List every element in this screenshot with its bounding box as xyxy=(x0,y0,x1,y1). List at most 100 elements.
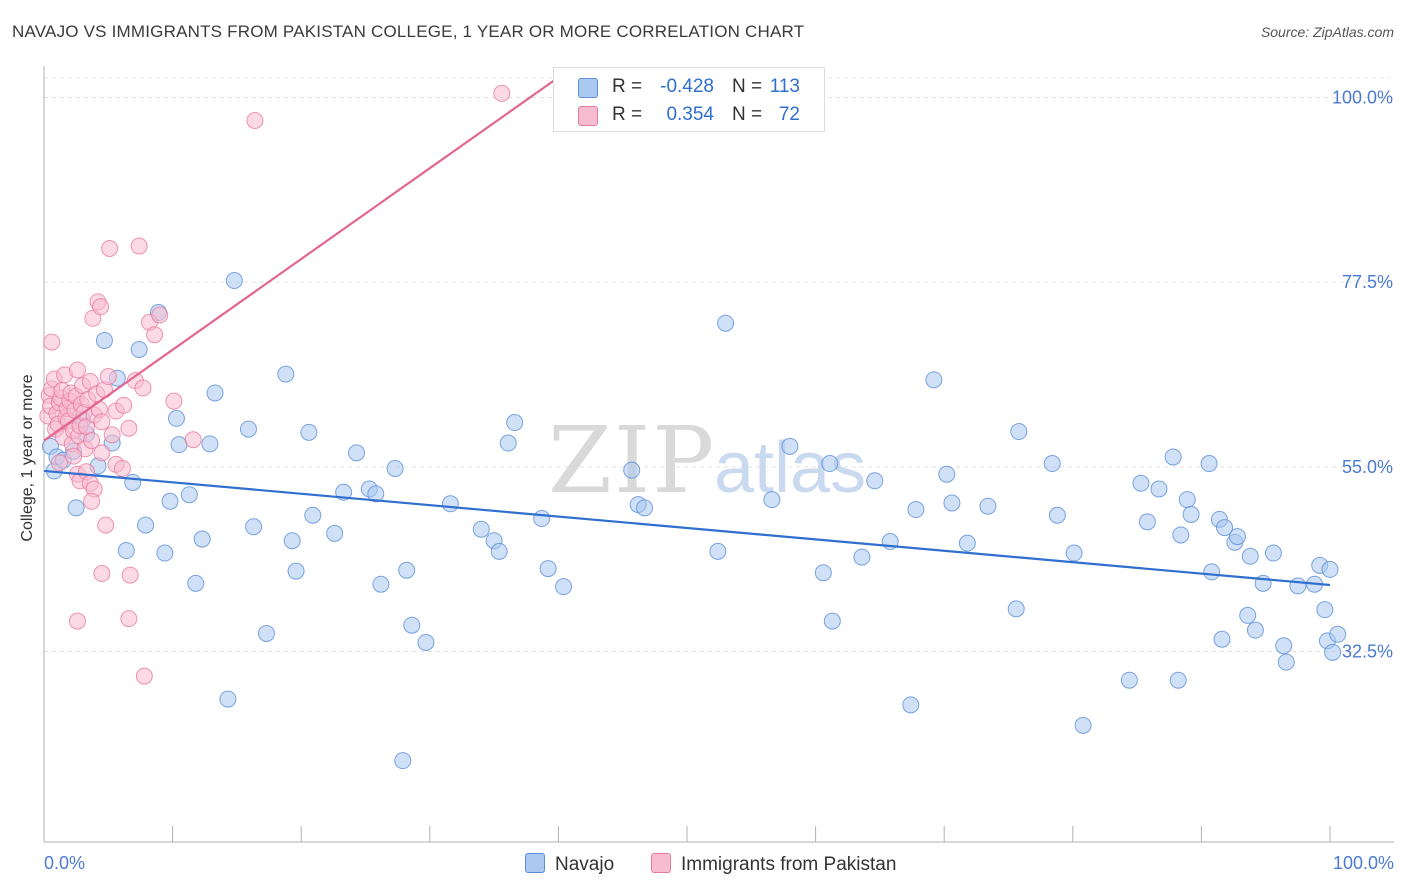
navajo-point xyxy=(781,437,799,455)
navajo-point xyxy=(161,492,179,510)
trend-lines xyxy=(43,71,1331,587)
y-tick-label: 77.5% xyxy=(1342,272,1393,292)
pakistan-point xyxy=(92,298,110,316)
navajo-point xyxy=(167,409,185,427)
pakistan-point xyxy=(120,610,138,628)
r-label: R = xyxy=(612,104,643,125)
pakistan-point xyxy=(121,566,139,584)
legend-label: Navajo xyxy=(555,854,615,875)
navajo-point xyxy=(170,436,188,454)
navajo-point xyxy=(1239,606,1257,624)
pakistan-point xyxy=(93,565,111,583)
navajo-point xyxy=(367,485,385,503)
navajo-point xyxy=(1132,474,1150,492)
navajo-point xyxy=(1329,625,1347,643)
navajo-point xyxy=(1203,563,1221,581)
legend: Navajo Immigrants from Pakistan xyxy=(0,853,1406,877)
navajo-point xyxy=(180,486,198,504)
navajo-point xyxy=(763,491,781,509)
navajo-point xyxy=(814,564,832,582)
navajo-point xyxy=(1043,455,1061,473)
navajo-point xyxy=(287,562,305,580)
navajo-point xyxy=(533,510,551,528)
navajo-point xyxy=(124,473,142,491)
stats-row-navajo: R = -0.428 N = 113 xyxy=(554,74,824,102)
navajo-point xyxy=(866,472,884,490)
pakistan-point xyxy=(134,379,152,397)
navajo-point xyxy=(277,365,295,383)
pakistan-point xyxy=(151,306,169,324)
navajo-point xyxy=(1164,448,1182,466)
navajo-point xyxy=(239,420,257,438)
navajo-point xyxy=(636,499,654,517)
navajo-point xyxy=(1120,671,1138,689)
pakistan-point xyxy=(43,333,61,351)
navajo-point xyxy=(117,542,135,560)
navajo-point xyxy=(225,272,243,290)
navajo-point xyxy=(219,690,237,708)
pakistan-point xyxy=(246,111,264,129)
pakistan-point xyxy=(113,459,131,477)
navajo-point xyxy=(709,542,727,560)
navajo-point xyxy=(1074,716,1092,734)
legend-item-navajo[interactable]: Navajo xyxy=(525,853,614,876)
n-label: N = xyxy=(732,76,763,97)
source-credit: Source: ZipAtlas.com xyxy=(1260,24,1394,40)
y-tick-label: 32.5% xyxy=(1342,642,1393,662)
data-points xyxy=(39,84,1347,770)
navajo-point xyxy=(1213,630,1231,648)
navajo-point xyxy=(902,696,920,714)
navajo-point xyxy=(1216,519,1234,537)
pakistan-point xyxy=(68,361,86,379)
navajo-point xyxy=(67,499,85,517)
legend-label: Immigrants from Pakistan xyxy=(681,854,897,875)
navajo-point xyxy=(1277,653,1295,671)
pakistan-point xyxy=(165,392,183,410)
navajo-point xyxy=(95,331,113,349)
pakistan-point xyxy=(65,447,83,465)
navajo-point xyxy=(403,616,421,634)
navajo-point xyxy=(398,561,416,579)
pakistan-point xyxy=(68,612,86,630)
navajo-point xyxy=(853,548,871,566)
navajo-point xyxy=(1289,577,1307,595)
navajo-point xyxy=(137,516,155,534)
navajo-point xyxy=(490,542,508,560)
navajo-point xyxy=(1241,547,1259,565)
pakistan-point xyxy=(120,419,138,437)
navajo-point xyxy=(300,423,318,441)
pakistan-swatch xyxy=(578,106,598,126)
navajo-point xyxy=(1007,600,1025,618)
pakistan-point xyxy=(93,413,111,431)
grid-lines xyxy=(44,77,1390,652)
pakistan-point xyxy=(83,432,101,450)
navajo-point xyxy=(1324,643,1342,661)
navajo-point xyxy=(472,520,490,538)
watermark-zip: ZIP xyxy=(548,407,716,514)
legend-item-pakistan[interactable]: Immigrants from Pakistan xyxy=(651,853,896,876)
navajo-point xyxy=(821,455,839,473)
navajo-point xyxy=(1275,637,1293,655)
chart-title: NAVAJO VS IMMIGRANTS FROM PAKISTAN COLLE… xyxy=(12,22,805,41)
navajo-swatch xyxy=(578,78,598,98)
pakistan-point xyxy=(130,237,148,255)
navajo-point xyxy=(441,495,459,513)
navajo-point xyxy=(326,524,344,542)
navajo-point xyxy=(1169,671,1187,689)
legend-swatch-pakistan xyxy=(651,853,671,873)
navajo-point xyxy=(925,371,943,389)
n-value: 72 xyxy=(778,104,800,125)
y-tick-labels: 32.5% 55.0% 77.5% 100.0% xyxy=(1332,88,1393,662)
navajo-point xyxy=(1172,526,1190,544)
x-tick-min: 0.0% xyxy=(44,853,86,873)
navajo-point xyxy=(1228,528,1246,546)
navajo-point xyxy=(417,633,435,651)
navajo-point xyxy=(1048,506,1066,524)
pakistan-point xyxy=(50,454,68,472)
navajo-point xyxy=(394,752,412,770)
navajo-point xyxy=(206,384,224,402)
pakistan-point xyxy=(97,516,115,534)
y-axis-label: College, 1 year or more xyxy=(19,374,36,542)
navajo-point xyxy=(372,575,390,593)
